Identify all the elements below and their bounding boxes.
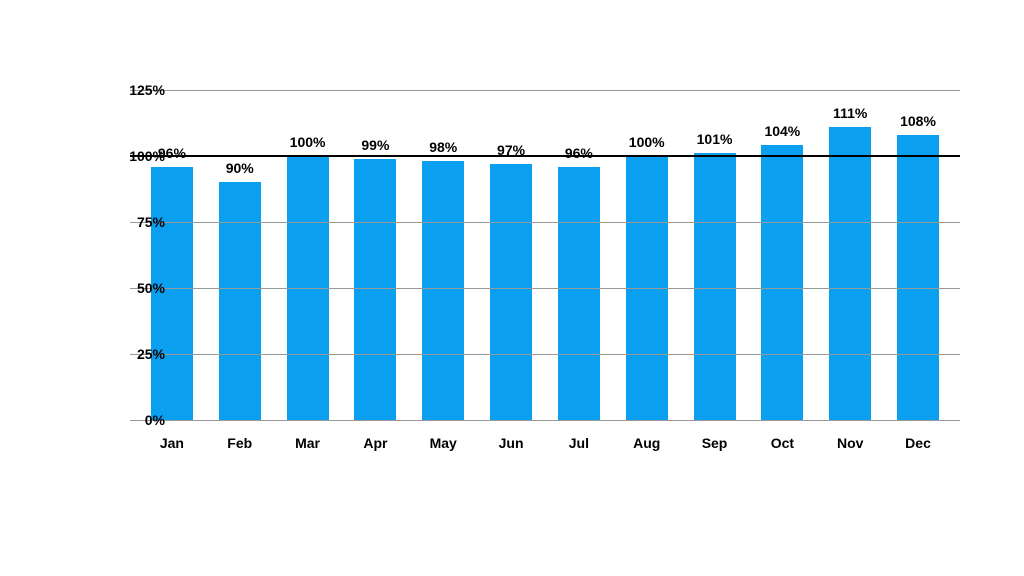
x-tick-label: Jan <box>138 435 206 451</box>
x-tick-label: Dec <box>884 435 952 451</box>
x-axis-labels: JanFebMarAprMayJunJulAugSepOctNovDec <box>130 435 960 451</box>
x-tick-label: Jun <box>477 435 545 451</box>
x-tick-label: Feb <box>206 435 274 451</box>
bar-jun: 97% <box>490 164 532 420</box>
bar-value-label: 101% <box>697 131 733 147</box>
y-tick-label: 50% <box>115 280 165 296</box>
bar-apr: 99% <box>354 159 396 420</box>
bar-slot: 100% <box>274 90 342 420</box>
bar-slot: 111% <box>816 90 884 420</box>
reference-line-100 <box>130 155 960 157</box>
bar-value-label: 90% <box>226 160 254 176</box>
bar-slot: 90% <box>206 90 274 420</box>
gridline <box>130 90 960 91</box>
bar-value-label: 108% <box>900 113 936 129</box>
gridline <box>130 420 960 421</box>
bar-slot: 96% <box>138 90 206 420</box>
x-tick-label: Nov <box>816 435 884 451</box>
bar-slot: 98% <box>409 90 477 420</box>
x-tick-label: Apr <box>341 435 409 451</box>
x-tick-label: Jul <box>545 435 613 451</box>
bar-value-label: 100% <box>290 134 326 150</box>
y-tick-label: 25% <box>115 346 165 362</box>
bar-value-label: 96% <box>158 145 186 161</box>
gridline <box>130 288 960 289</box>
bar-nov: 111% <box>829 127 871 420</box>
bar-slot: 104% <box>748 90 816 420</box>
plot-area: 96% 90% 100% 99% 98% 97% 96% 100% 101% 104% 111% 10… <box>130 90 960 420</box>
bar-may: 98% <box>422 161 464 420</box>
y-tick-label: 125% <box>115 82 165 98</box>
x-tick-label: Aug <box>613 435 681 451</box>
y-tick-label: 0% <box>115 412 165 428</box>
bar-value-label: 98% <box>429 139 457 155</box>
x-tick-label: Mar <box>274 435 342 451</box>
x-tick-label: Oct <box>748 435 816 451</box>
bars-row: 96% 90% 100% 99% 98% 97% 96% 100% 101% 104% 111% 10… <box>130 90 960 420</box>
bar-slot: 108% <box>884 90 952 420</box>
y-tick-label: 75% <box>115 214 165 230</box>
bar-value-label: 100% <box>629 134 665 150</box>
bar-slot: 96% <box>545 90 613 420</box>
bar-value-label: 104% <box>764 123 800 139</box>
bar-feb: 90% <box>219 182 261 420</box>
gridline <box>130 222 960 223</box>
bar-value-label: 111% <box>833 105 867 121</box>
x-tick-label: May <box>409 435 477 451</box>
bar-slot: 101% <box>681 90 749 420</box>
bar-slot: 99% <box>341 90 409 420</box>
bar-value-label: 99% <box>361 137 389 153</box>
bar-dec: 108% <box>897 135 939 420</box>
gridline <box>130 354 960 355</box>
x-tick-label: Sep <box>681 435 749 451</box>
bar-jul: 96% <box>558 167 600 420</box>
bar-oct: 104% <box>761 145 803 420</box>
bar-value-label: 97% <box>497 142 525 158</box>
monthly-percentage-chart: 96% 90% 100% 99% 98% 97% 96% 100% 101% 104% 111% 10… <box>80 90 960 460</box>
bar-sep: 101% <box>694 153 736 420</box>
bar-slot: 97% <box>477 90 545 420</box>
bar-slot: 100% <box>613 90 681 420</box>
bar-value-label: 96% <box>565 145 593 161</box>
